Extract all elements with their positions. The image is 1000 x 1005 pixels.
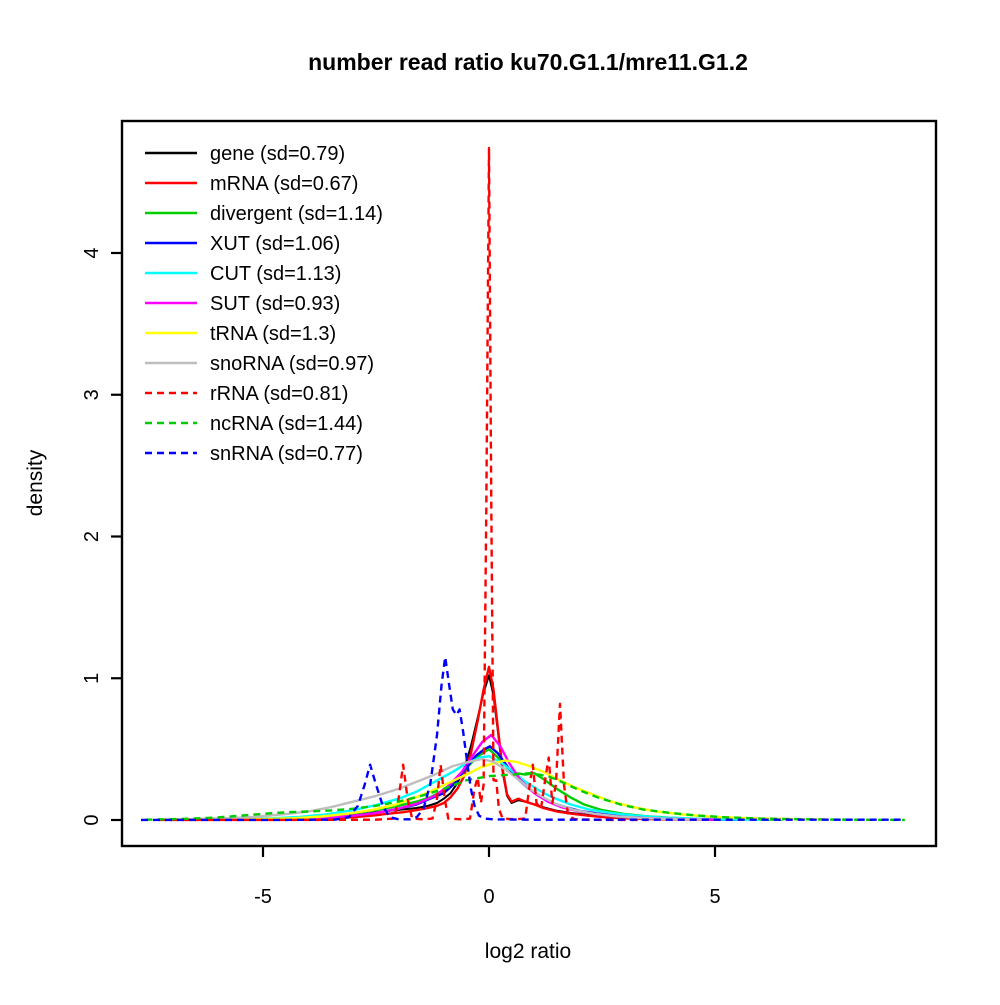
legend: gene (sd=0.79) mRNA (sd=0.67) divergent (s… (145, 143, 383, 465)
legend-entry-tRNA: tRNA (sd=1.3) (145, 323, 336, 345)
series-line-snoRNA (158, 757, 707, 821)
series-line-mRNA (217, 665, 716, 821)
y-tick-label: 2 (81, 531, 103, 542)
legend-entry-snoRNA: snoRNA (sd=0.97) (145, 353, 374, 375)
legend-entry-snRNA: snRNA (sd=0.77) (145, 443, 363, 465)
legend-entry-rRNA: rRNA (sd=0.81) (145, 383, 348, 405)
legend-entry-ncRNA: ncRNA (sd=1.44) (145, 413, 363, 435)
legend-label-divergent: divergent (sd=1.14) (210, 203, 383, 225)
y-tick-label: 4 (81, 247, 103, 258)
plot-frame (120, 119, 938, 848)
legend-label-tRNA: tRNA (sd=1.3) (210, 323, 336, 345)
y-tick-label: 0 (81, 814, 103, 825)
y-tick-label: 3 (81, 389, 103, 400)
legend-label-XUT: XUT (sd=1.06) (210, 233, 340, 255)
legend-entry-gene: gene (sd=0.79) (145, 143, 345, 165)
x-tick-label: -5 (254, 886, 272, 908)
legend-entry-CUT: CUT (sd=1.13) (145, 263, 341, 285)
series-line-tRNA (217, 759, 829, 821)
legend-label-mRNA: mRNA (sd=0.67) (210, 173, 358, 195)
axis-ticks: -5 0 5 0 1 2 3 4 (81, 247, 721, 908)
legend-entry-divergent: divergent (sd=1.14) (145, 203, 383, 225)
legend-label-rRNA: rRNA (sd=0.81) (210, 383, 348, 405)
legend-entry-SUT: SUT (sd=0.93) (145, 293, 340, 315)
series-line-snRNA (141, 655, 905, 822)
legend-entry-mRNA: mRNA (sd=0.67) (145, 173, 358, 195)
legend-label-SUT: SUT (sd=0.93) (210, 293, 340, 315)
legend-label-ncRNA: ncRNA (sd=1.44) (210, 413, 363, 435)
chart-title: number read ratio ku70.G1.1/mre11.G1.2 (308, 49, 748, 75)
legend-entry-XUT: XUT (sd=1.06) (145, 233, 340, 255)
series-line-CUT (195, 755, 761, 821)
series-line-divergent (217, 747, 783, 821)
series-line-ncRNA (145, 772, 905, 822)
x-tick-label: 0 (483, 886, 494, 908)
legend-label-snRNA: snRNA (sd=0.77) (210, 443, 363, 465)
series-line-rRNA (159, 146, 648, 822)
y-axis-label: density (24, 449, 47, 516)
series-curves (141, 146, 905, 822)
y-tick-label: 1 (81, 673, 103, 684)
legend-label-CUT: CUT (sd=1.13) (210, 263, 341, 285)
x-tick-label: 5 (709, 886, 720, 908)
legend-label-gene: gene (sd=0.79) (210, 143, 345, 165)
legend-label-snoRNA: snoRNA (sd=0.97) (210, 353, 374, 375)
plot-border (120, 119, 938, 848)
x-axis-label: log2 ratio (485, 940, 571, 963)
